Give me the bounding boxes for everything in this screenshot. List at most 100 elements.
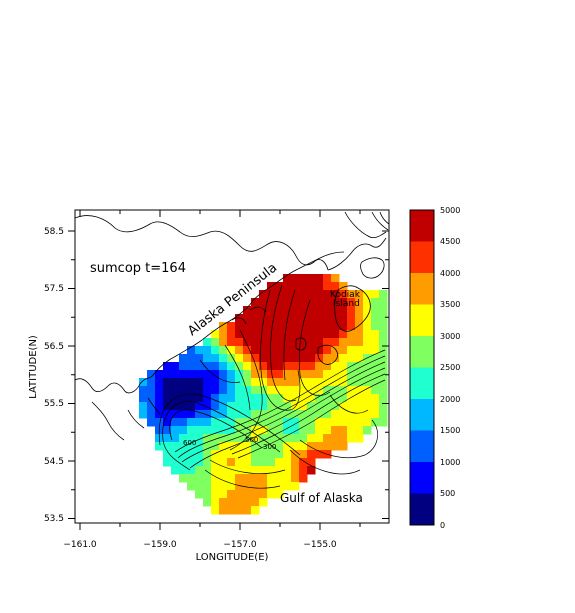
field-cell [339,338,348,347]
field-cell [371,394,380,403]
field-cell [291,482,300,491]
field-cell [323,282,332,291]
field-cell [291,298,300,307]
field-cell [275,466,284,475]
field-cell [323,434,332,443]
field-cell [315,426,324,435]
field-cell [219,370,228,379]
colorbar-frame [409,209,435,526]
field-cell [155,410,164,419]
field-cell [147,386,156,395]
field-cell [187,434,196,443]
field-cell [195,386,204,395]
field-cell [259,418,268,427]
field-cell [251,394,260,403]
field-cell [283,274,292,283]
field-cell [363,426,372,435]
field-cell [339,346,348,355]
field-cell [187,370,196,379]
field-cell [179,450,188,459]
field-cell [195,370,204,379]
field-cell [291,306,300,315]
field-cell [195,482,204,491]
colorbar-segment [410,273,434,305]
field-cell [235,354,244,363]
field-cell [283,338,292,347]
field-cell [315,410,324,419]
axes [68,210,389,530]
field-cell [339,282,348,291]
field-cell [163,386,172,395]
field-cell [211,498,220,507]
field-cell [139,394,148,403]
field-cell [307,362,316,371]
field-cell [363,330,372,339]
field-cell [347,410,356,419]
field-cell [235,338,244,347]
field-cell [259,474,268,483]
y-tick-label-3: 55.5 [44,399,64,409]
field-cell [379,378,388,387]
field-cell [203,354,212,363]
field-cell [323,362,332,371]
field-cell [323,418,332,427]
field-cell [187,346,196,355]
field-cell [203,434,212,443]
field-cell [315,450,324,459]
colorbar-label-3000: 3000 [440,332,460,341]
field-cell [307,434,316,443]
field-cell [307,386,316,395]
field-cell [323,410,332,419]
field-cell [307,322,316,331]
field-cell [171,458,180,467]
field-cell [195,426,204,435]
field-cell [371,354,380,363]
field-cell [195,474,204,483]
field-cell [379,394,388,403]
field-cell [347,370,356,379]
field-cell [339,298,348,307]
field-cell [291,426,300,435]
field-cell [363,298,372,307]
field-cell [299,322,308,331]
field-cell [259,442,268,451]
field-cell [347,306,356,315]
field-cell [323,322,332,331]
field-cell [219,394,228,403]
field-cell [251,338,260,347]
field-cell [171,450,180,459]
field-cell [267,450,276,459]
field-cell [211,426,220,435]
field-cell [355,426,364,435]
colorbar-label-1500: 1500 [440,426,460,435]
field-cell [291,330,300,339]
field-cell [299,338,308,347]
colorbar-segment [410,430,434,463]
field-cell [227,482,236,491]
field-cell [275,298,284,307]
field-cell [227,474,236,483]
field-cell [299,314,308,323]
field-cell [363,338,372,347]
field-cell [267,482,276,491]
field-cell [355,322,364,331]
field-cell [307,298,316,307]
field-cell [155,394,164,403]
field-cell [339,418,348,427]
field-cell [243,370,252,379]
field-cell [227,386,236,395]
field-cell [299,306,308,315]
field-cell [171,418,180,427]
field-cell [355,394,364,403]
field-cell [379,346,388,355]
field-cell [227,410,236,419]
field-cell [243,394,252,403]
field-cell [195,362,204,371]
field-cell [331,402,340,411]
field-cell [315,330,324,339]
colorbar-segment [410,241,434,274]
field-cell [211,370,220,379]
x-tick-label-0: −161.0 [63,540,97,550]
field-cell [275,330,284,339]
field-cell [347,330,356,339]
